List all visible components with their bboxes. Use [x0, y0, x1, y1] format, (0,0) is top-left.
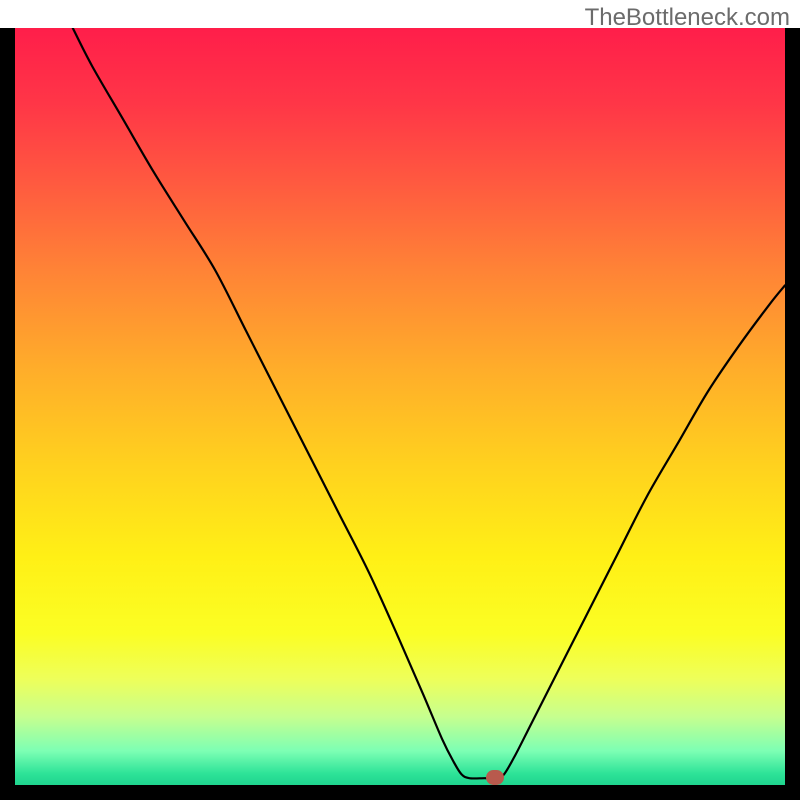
- gradient-background: [15, 28, 785, 785]
- chart-frame: [0, 28, 800, 800]
- screenshot-root: TheBottleneck.com: [0, 0, 800, 800]
- plot-canvas: [15, 28, 785, 785]
- plot-area: [15, 28, 785, 785]
